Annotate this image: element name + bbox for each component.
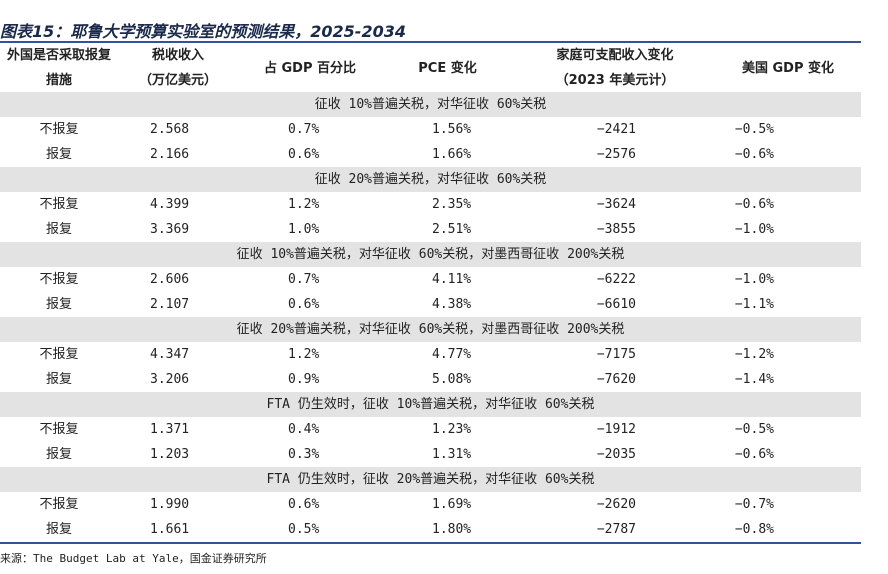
- table-cell: 报复: [45, 522, 72, 537]
- header-cell: 美国 GDP 变化: [741, 61, 835, 76]
- table-cell: 1.69%: [432, 497, 472, 512]
- table-cell: −2035: [596, 447, 636, 462]
- group-title: 征收 20%普遍关税，对华征收 60%关税，对墨西哥征收 200%关税: [236, 322, 625, 337]
- table-cell: 报复: [45, 147, 72, 162]
- table-cell: −0.7%: [734, 497, 774, 512]
- table-cell: −0.8%: [734, 522, 774, 537]
- table-cell: −0.6%: [734, 447, 774, 462]
- header-cell: 占 GDP 百分比: [263, 61, 357, 76]
- table-cell: 1.23%: [432, 422, 472, 437]
- group-title: 征收 10%普遍关税，对华征收 60%关税，对墨西哥征收 200%关税: [236, 247, 625, 262]
- table-cell: −1.4%: [734, 372, 774, 387]
- header-cell: PCE 变化: [418, 61, 477, 76]
- table-cell: −3624: [596, 197, 636, 212]
- table-cell: 报复: [45, 372, 72, 387]
- table-cell: 2.166: [150, 147, 190, 162]
- table-cell: 2.51%: [432, 222, 472, 237]
- table-cell: −6610: [596, 297, 636, 312]
- table-cell: 报复: [45, 222, 72, 237]
- table-cell: −7175: [596, 347, 636, 362]
- table-cell: 1.990: [150, 497, 190, 512]
- table-cell: −2576: [596, 147, 636, 162]
- group-band: [0, 242, 861, 267]
- table-cell: 不报复: [39, 422, 79, 437]
- bottom-rule: [0, 542, 861, 544]
- table-cell: 1.661: [150, 522, 190, 537]
- table-cell: 1.2%: [288, 197, 320, 212]
- group-title: FTA 仍生效时，征收 20%普遍关税，对华征收 60%关税: [266, 472, 595, 487]
- table-cell: −0.5%: [734, 422, 774, 437]
- table-cell: 报复: [45, 297, 72, 312]
- table-cell: −7620: [596, 372, 636, 387]
- group-band: [0, 392, 861, 417]
- header-cell: 家庭可支配收入变化: [556, 48, 674, 63]
- table-cell: 报复: [45, 447, 72, 462]
- table-cell: 1.66%: [432, 147, 472, 162]
- table-cell: 2.35%: [432, 197, 472, 212]
- table-cell: 0.6%: [288, 497, 320, 512]
- header-cell: 措施: [45, 73, 72, 88]
- top-rule: [0, 41, 861, 43]
- table-cell: −6222: [596, 272, 636, 287]
- table-cell: 0.9%: [288, 372, 320, 387]
- table-cell: −0.6%: [734, 147, 774, 162]
- table-cell: 2.568: [150, 122, 190, 137]
- table-cell: 4.77%: [432, 347, 472, 362]
- table-cell: 0.6%: [288, 147, 320, 162]
- table-cell: 4.38%: [432, 297, 472, 312]
- group-band: [0, 92, 861, 117]
- header-cell: 税收收入: [151, 48, 204, 63]
- table-cell: 0.6%: [288, 297, 320, 312]
- source: 来源：The Budget Lab at Yale，国金证券研究所: [0, 552, 267, 565]
- table-cell: −1.0%: [734, 272, 774, 287]
- group-title: 征收 10%普遍关税，对华征收 60%关税: [314, 97, 547, 112]
- table-cell: 0.4%: [288, 422, 320, 437]
- table-cell: 0.7%: [288, 272, 320, 287]
- table-cell: 1.80%: [432, 522, 472, 537]
- table-cell: 0.5%: [288, 522, 320, 537]
- table-cell: 不报复: [39, 197, 79, 212]
- header-cell: 外国是否采取报复: [6, 48, 111, 63]
- title: 图表15：耶鲁大学预算实验室的预测结果，2025-2034: [0, 22, 406, 41]
- group-band: [0, 317, 861, 342]
- table-cell: −1912: [596, 422, 636, 437]
- table-cell: −1.2%: [734, 347, 774, 362]
- table-cell: 3.206: [150, 372, 190, 387]
- table-cell: 不报复: [39, 347, 79, 362]
- group-title: 征收 20%普遍关税，对华征收 60%关税: [314, 172, 547, 187]
- table-cell: 1.31%: [432, 447, 472, 462]
- table-cell: 不报复: [39, 272, 79, 287]
- table-cell: −2787: [596, 522, 636, 537]
- group-title: FTA 仍生效时，征收 10%普遍关税，对华征收 60%关税: [266, 397, 595, 412]
- table-cell: 1.203: [150, 447, 190, 462]
- table-cell: −1.1%: [734, 297, 774, 312]
- table-cell: 1.56%: [432, 122, 472, 137]
- table-cell: 1.371: [150, 422, 190, 437]
- header-cell: （万亿美元）: [138, 73, 217, 88]
- table-cell: 不报复: [39, 122, 79, 137]
- header-cell: （2023 年美元计）: [555, 73, 675, 88]
- table-cell: 5.08%: [432, 372, 472, 387]
- table-cell: 2.107: [150, 297, 190, 312]
- group-band: [0, 167, 861, 192]
- table-cell: 2.606: [150, 272, 190, 287]
- table-cell: 0.7%: [288, 122, 320, 137]
- table-cell: 4.347: [150, 347, 190, 362]
- group-band: [0, 467, 861, 492]
- table-cell: −1.0%: [734, 222, 774, 237]
- table-cell: −3855: [596, 222, 636, 237]
- table-cell: −2620: [596, 497, 636, 512]
- table-cell: 不报复: [39, 497, 79, 512]
- table-cell: 1.0%: [288, 222, 320, 237]
- table-cell: 4.399: [150, 197, 190, 212]
- table-cell: −2421: [596, 122, 636, 137]
- table-cell: −0.5%: [734, 122, 774, 137]
- table-cell: 1.2%: [288, 347, 320, 362]
- table-cell: −0.6%: [734, 197, 774, 212]
- table-cell: 4.11%: [432, 272, 472, 287]
- table-cell: 3.369: [150, 222, 190, 237]
- table-cell: 0.3%: [288, 447, 320, 462]
